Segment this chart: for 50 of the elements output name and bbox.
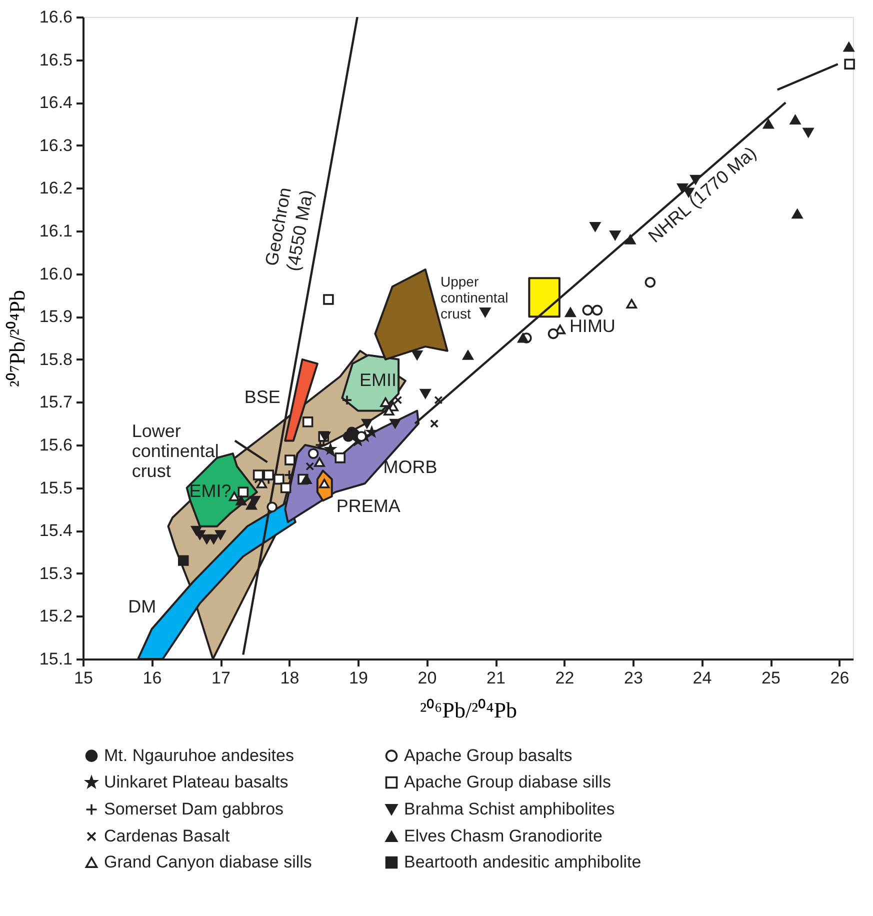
- annotation: EMII: [359, 370, 396, 390]
- annotation: EMI?: [189, 481, 232, 502]
- text: Geochron (4550 Ma): [261, 186, 317, 273]
- y-tick-label: 16.1: [39, 222, 72, 240]
- x-tick-label: 17: [212, 668, 230, 688]
- y-tick-label: 16.3: [39, 136, 72, 155]
- annotation: DM: [128, 596, 156, 617]
- x-axis-title: ²⁰⁶Pb/²⁰⁴Pb: [420, 698, 518, 722]
- y-tick-label: 15.4: [39, 521, 72, 540]
- y-tick-label: 15.9: [39, 307, 72, 326]
- x-tick-label: 15: [74, 668, 93, 688]
- y-tick-label: 15.6: [39, 436, 72, 454]
- legend-label: Grand Canyon diabase sills: [104, 852, 312, 872]
- x-tick-label: 18: [280, 668, 300, 688]
- annotation: BSE: [244, 386, 280, 407]
- y-tick-label: 15.7: [39, 392, 72, 412]
- y-axis-title: ²⁰⁷Pb/²⁰⁴Pb: [4, 290, 30, 388]
- annotation: Upper continental crust: [440, 273, 508, 322]
- y-tick-label: 16.4: [39, 93, 72, 112]
- legend-label: Cardenas Basalt: [104, 826, 230, 846]
- y-tick-label: 16.6: [39, 8, 72, 26]
- y-tick-label: 15.2: [39, 606, 72, 626]
- x-tick-label: 20: [418, 668, 437, 688]
- x-tick-label: 26: [830, 668, 850, 688]
- y-tick-label: 16.5: [39, 50, 72, 70]
- legend-label: Beartooth andesitic amphibolite: [404, 852, 642, 872]
- x-tick-label: 25: [762, 668, 780, 688]
- y-tick-label: 16.2: [39, 178, 72, 198]
- x-tick-label: 24: [692, 668, 712, 688]
- x-tick-label: 21: [486, 668, 506, 688]
- y-tick-label: 15.1: [39, 650, 72, 668]
- annotation: MORB: [383, 457, 438, 478]
- x-tick-label: 19: [349, 668, 368, 688]
- x-tick-label: 16: [142, 668, 162, 688]
- legend-label: Elves Chasm Granodiorite: [404, 826, 602, 846]
- y-tick-label: 15.3: [39, 564, 72, 583]
- legend-label: Brahma Schist amphibolites: [404, 800, 615, 818]
- annotation: PREMA: [336, 496, 400, 516]
- annotation: HIMU: [569, 316, 616, 336]
- legend-label: Apache Group basalts: [404, 746, 572, 765]
- y-tick-label: 16.0: [39, 264, 72, 284]
- legend-label: Uinkaret Plateau basalts: [104, 772, 288, 792]
- legend-label: Somerset Dam gabbros: [104, 800, 284, 818]
- x-tick-label: 22: [555, 668, 574, 688]
- legend-label: Mt. Ngauruhoe andesites: [104, 746, 294, 765]
- annotation: Lower continental crust: [132, 421, 219, 482]
- y-tick-label: 15.5: [39, 478, 72, 498]
- x-tick-label: 23: [624, 668, 643, 688]
- legend-label: Apache Group diabase sills: [404, 772, 611, 792]
- y-tick-label: 15.8: [39, 350, 72, 369]
